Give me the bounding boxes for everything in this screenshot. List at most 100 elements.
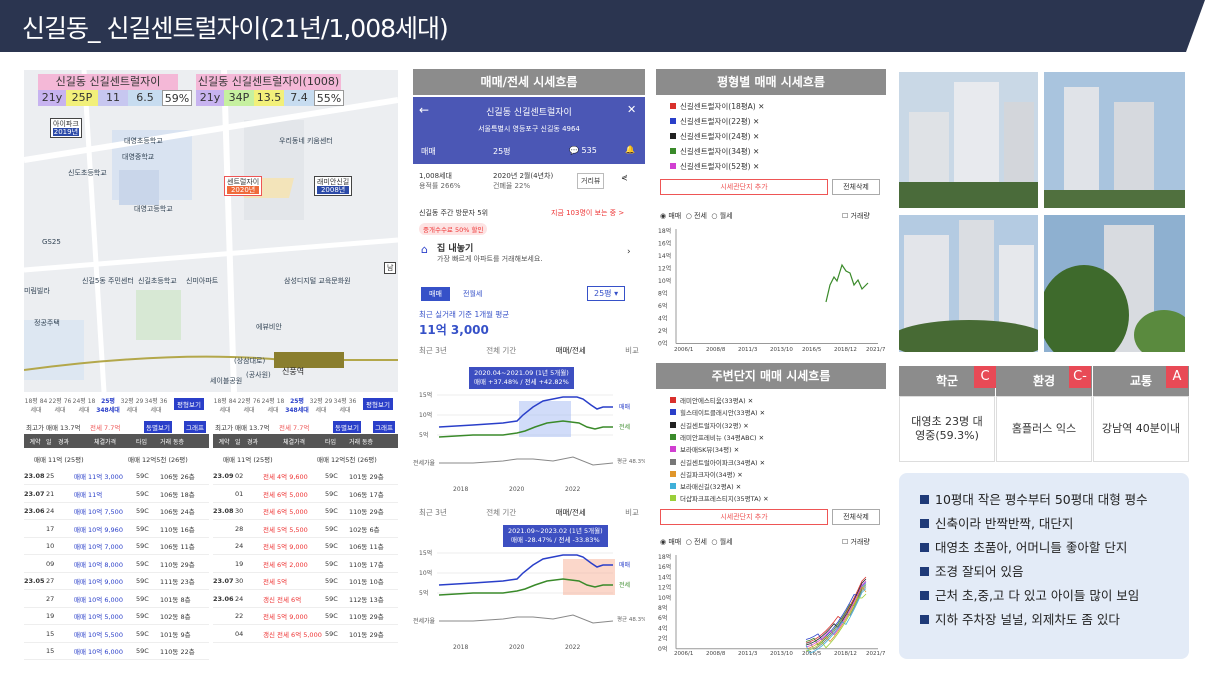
legend-item[interactable]: 래미안프레비뉴 (34평ABC) ✕	[670, 432, 764, 442]
table-row[interactable]: 22 전세 5억 9,000 59C 110동 29층	[213, 608, 398, 625]
graph-button[interactable]: 그래프	[373, 421, 395, 433]
radio-icon[interactable]: ○	[711, 212, 718, 220]
map-pin-raemian[interactable]: 래미안신길 2008년	[314, 176, 353, 196]
map-place: 신미아파트	[186, 277, 219, 285]
legend-item[interactable]: 신길센트럴아이파크(34평A) ✕	[670, 457, 765, 467]
clear-all-button[interactable]: 전체삭제	[832, 179, 880, 195]
visitor-rank: 신길동 주간 방문자 5위	[419, 209, 489, 217]
trade-series-line	[438, 554, 613, 586]
visitors-now[interactable]: 지금 103명이 보는 중 >	[551, 209, 625, 217]
dong-view-button[interactable]: 동별보기	[144, 421, 172, 433]
share-icon[interactable]: ⋞	[621, 173, 628, 182]
sell-title[interactable]: 집 내놓기	[437, 244, 474, 254]
table-row[interactable]: 01 전세 6억 5,000 59C 106동 17층	[213, 486, 398, 503]
table-cell: 106동 11층	[160, 543, 195, 551]
legend-item[interactable]: 힐스테이트클래시안(33평A) ✕	[670, 407, 765, 417]
radio-group[interactable]: ◉ 매매 ○ 전세 ○ 월세	[660, 538, 733, 546]
table-cell: 전세 6억 2,000	[263, 560, 308, 569]
table-row[interactable]: 27 매매 10억 6,000 59C 101동 8층	[24, 591, 209, 608]
table-cell: 101동 10층	[349, 578, 384, 586]
table-row[interactable]: 28 전세 5억 5,500 59C 102동 6층	[213, 521, 398, 538]
radio-selected-icon[interactable]: ◉	[660, 212, 667, 220]
legend-item[interactable]: 신길센트럴자이(18평A) ✕	[670, 101, 764, 112]
period-tabs[interactable]: 최근 3년 전체 기간 매매/전세 비교	[419, 508, 639, 517]
legend-swatch	[670, 470, 676, 477]
clear-all-button[interactable]: 전체삭제	[832, 509, 880, 525]
legend-item[interactable]: 보라매신길(32평A) ✕	[670, 481, 741, 491]
table-row[interactable]: 23.08 30 전세 6억 5,000 59C 110동 29층	[213, 503, 398, 520]
table-row[interactable]: 10 매매 10억 7,000 59C 106동 11층	[24, 538, 209, 555]
map-pin-central[interactable]: 센트럴자이 2020년	[224, 176, 263, 196]
size-tabs[interactable]: 18평 84세대 22평 76세대 24평 18세대 25평 348세대 32평 29세…	[24, 398, 168, 414]
comments-count[interactable]: 💬 535	[569, 146, 597, 155]
add-complex-button[interactable]: 시세관단지 추가	[660, 509, 828, 525]
y-tick-label: 0억	[658, 645, 667, 653]
bell-icon[interactable]: 🔔	[625, 145, 635, 154]
dong-view-button[interactable]: 동별보기	[333, 421, 361, 433]
y-tick-label: 10억	[658, 594, 671, 602]
add-complex-button[interactable]: 시세관단지 추가	[660, 179, 828, 195]
legend-item[interactable]: 보라매SK뷰(34평) ✕	[670, 444, 739, 454]
table-row[interactable]: 23.05 27 매매 10억 9,000 59C 111동 23층	[24, 573, 209, 590]
legend-item[interactable]: 신길센트럴자이(34평) ✕	[670, 146, 759, 157]
legend-item[interactable]: 신길센트럴자이(22평) ✕	[670, 116, 759, 127]
legend-item[interactable]: 신길센트럴자이(24평) ✕	[670, 131, 759, 142]
size-dropdown[interactable]: 25평 ▾	[587, 286, 626, 301]
trade-type-select[interactable]: 매매	[421, 147, 436, 156]
table-row[interactable]: 23.06 24 갱신 전세 6억 59C 112동 13층	[213, 591, 398, 608]
radio-icon[interactable]: ○	[711, 538, 718, 546]
radio-group[interactable]: ◉ 매매 ○ 전세 ○ 월세	[660, 212, 733, 220]
table-row[interactable]: 17 매매 10억 9,960 59C 110동 16층	[24, 521, 209, 538]
table-row[interactable]: 23.09 02 전세 4억 9,600 59C 101동 29층	[213, 468, 398, 485]
table-row[interactable]: 15 매매 10억 5,500 59C 101동 9층	[24, 626, 209, 643]
legend-item[interactable]: 신길파크자이(34평) ✕	[670, 469, 743, 479]
table-row[interactable]: 23.06 24 매매 10억 7,500 59C 106동 24층	[24, 503, 209, 520]
table-cell: 17	[46, 524, 55, 533]
table-cell: 매매 10억 7,500	[74, 508, 123, 516]
chevron-down-icon: ▾	[614, 289, 619, 298]
table-cell: 110동 29층	[160, 560, 195, 569]
legend-item[interactable]: 더샵파크프레스티지(35평TA) ✕	[670, 493, 769, 503]
size-select[interactable]: 25평	[493, 147, 511, 156]
table-row[interactable]: 19 전세 6억 2,000 59C 110동 17층	[213, 556, 398, 573]
table-row[interactable]: 04 갱신 전세 6억 5,000 59C 101동 29층	[213, 626, 398, 643]
close-icon[interactable]: ✕	[627, 103, 637, 116]
graph-button[interactable]: 그래프	[184, 421, 206, 433]
y-tick-label: 14억	[658, 573, 671, 581]
table-row[interactable]: 19 매매 10억 5,000 59C 102동 8층	[24, 608, 209, 625]
table-cell: 매매 10억 6,000	[74, 595, 123, 604]
size-view-button[interactable]: 평형보기	[174, 398, 204, 410]
table-cell: 09	[46, 559, 55, 568]
location-map[interactable]: 신길동 신길센트럴자이(1008) 신길동 신길센트럴자이(1008) 21y …	[24, 70, 398, 392]
tab-monthly[interactable]: 전월세	[463, 290, 483, 298]
chevron-right-icon[interactable]: ›	[627, 247, 631, 257]
volume-checkbox[interactable]: ☐ 거래량	[842, 538, 870, 546]
table-row[interactable]: 24 전세 5억 9,000 59C 106동 11층	[213, 538, 398, 555]
table-row[interactable]: 23.07 30 전세 5억 59C 101동 10층	[213, 573, 398, 590]
legend-item[interactable]: 신길센트럴자이(52평) ✕	[670, 161, 759, 172]
back-arrow-icon[interactable]: ←	[419, 103, 430, 117]
table-cell: 59C	[136, 472, 149, 480]
volume-checkbox[interactable]: ☐ 거래량	[842, 212, 870, 220]
table-cell: 전세 5억 9,000	[263, 613, 308, 621]
period-tabs[interactable]: 최근 3년 전체 기간 매매/전세 비교	[419, 346, 639, 355]
legend-item[interactable]: 신길센트럴자이(32평) ✕	[670, 420, 749, 430]
table-row[interactable]: 23.08 25 매매 11억 3,000 59C 106동 26층	[24, 468, 209, 485]
radio-icon[interactable]: ○	[685, 212, 692, 220]
tab-trade[interactable]: 매매	[421, 287, 450, 301]
table-cell: 매매 10억 9,960	[74, 525, 123, 534]
radio-selected-icon[interactable]: ◉	[660, 538, 667, 546]
table-row[interactable]: 09 매매 10억 8,000 59C 110동 29층	[24, 556, 209, 573]
map-place: 미림빌라	[24, 287, 50, 295]
map-pin-nam[interactable]: 남	[384, 262, 397, 274]
radio-icon[interactable]: ○	[685, 538, 692, 546]
table-row[interactable]: 23.07 21 매매 11억 59C 106동 18층	[24, 486, 209, 503]
house-icon: ⌂	[421, 243, 428, 256]
size-tabs[interactable]: 18평 84세대 22평 76세대 24평 18세대 25평 348세대 32평 29세…	[213, 398, 357, 414]
map-pin-aipark[interactable]: 아이파크 2019년	[50, 118, 82, 138]
summary-right: 매매 12억5천 (26평)	[317, 456, 377, 464]
size-view-button[interactable]: 평형보기	[363, 398, 393, 410]
legend-item[interactable]: 래미안에스티움(33평A) ✕	[670, 395, 753, 405]
table-row[interactable]: 15 매매 10억 6,000 59C 110동 22층	[24, 643, 209, 660]
street-view-button[interactable]: 거리뷰	[577, 173, 605, 189]
